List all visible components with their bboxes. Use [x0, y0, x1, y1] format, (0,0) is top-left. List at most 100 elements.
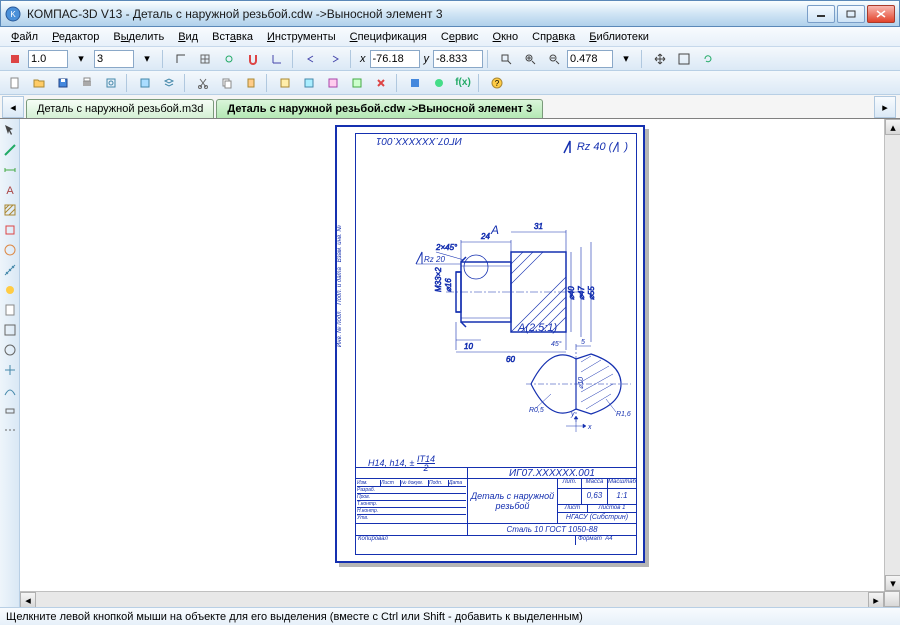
- new-icon[interactable]: [4, 73, 26, 93]
- menu-help[interactable]: Справка: [525, 29, 582, 45]
- param-icon[interactable]: [3, 243, 17, 257]
- dropdown-icon[interactable]: ▾: [615, 49, 637, 69]
- paste-icon[interactable]: [240, 73, 262, 93]
- props3-icon[interactable]: [322, 73, 344, 93]
- pan-icon[interactable]: [649, 49, 671, 69]
- menu-file[interactable]: Файл: [4, 29, 45, 45]
- step-input[interactable]: [94, 50, 134, 68]
- window-titlebar: K КОМПАС-3D V13 - Деталь с наружной резь…: [0, 0, 900, 27]
- dropdown-icon[interactable]: ▾: [136, 49, 158, 69]
- save-icon[interactable]: [52, 73, 74, 93]
- menu-tools[interactable]: Инструменты: [260, 29, 343, 45]
- tool4-icon[interactable]: [3, 383, 17, 397]
- status-text: Щелкните левой кнопкой мыши на объекте д…: [6, 611, 583, 623]
- tab-m3d[interactable]: Деталь с наружной резьбой.m3d: [26, 99, 214, 118]
- tab-scroll-right[interactable]: ▸: [874, 96, 896, 118]
- dropdown-icon[interactable]: ▾: [70, 49, 92, 69]
- edit-icon[interactable]: [3, 223, 17, 237]
- coord-x-label: x: [360, 53, 366, 65]
- drawing-canvas[interactable]: ИГ07.XXXXXX.001 Rz 40 (): [20, 119, 900, 607]
- zoom-fit-icon[interactable]: [673, 49, 695, 69]
- variables-icon[interactable]: f(x): [452, 73, 474, 93]
- svg-text:A: A: [6, 185, 14, 197]
- drawing-sheet: ИГ07.XXXXXX.001 Rz 40 (): [335, 125, 645, 563]
- cursor-icon[interactable]: [3, 123, 17, 137]
- preview-icon[interactable]: [100, 73, 122, 93]
- scrollbar-vertical[interactable]: ▴ ▾: [884, 119, 900, 591]
- zoom-input[interactable]: [28, 50, 68, 68]
- maximize-button[interactable]: [837, 5, 865, 23]
- scroll-corner: [884, 591, 900, 607]
- menu-libs[interactable]: Библиотеки: [582, 29, 656, 45]
- spec-icon[interactable]: [3, 303, 17, 317]
- menu-view[interactable]: Вид: [171, 29, 205, 45]
- layers-icon[interactable]: [158, 73, 180, 93]
- delete-icon[interactable]: [370, 73, 392, 93]
- tab-cdw[interactable]: Деталь с наружной резьбой.cdw ->Выносной…: [216, 99, 543, 118]
- svg-text:K: K: [10, 10, 16, 19]
- copy-icon[interactable]: [216, 73, 238, 93]
- tool1-icon[interactable]: [3, 323, 17, 337]
- title-block: ИГ07.XXXXXX.001 Изм.Лист№ докум.Подп.Дат…: [356, 478, 636, 554]
- redo-icon[interactable]: [324, 49, 346, 69]
- measure-icon[interactable]: [3, 263, 17, 277]
- undo-icon[interactable]: [300, 49, 322, 69]
- props-icon[interactable]: [274, 73, 296, 93]
- svg-text:x: x: [587, 424, 592, 431]
- tool3-icon[interactable]: [3, 363, 17, 377]
- svg-text:31: 31: [534, 222, 543, 231]
- props2-icon[interactable]: [298, 73, 320, 93]
- menu-service[interactable]: Сервис: [434, 29, 486, 45]
- tab-scroll-left[interactable]: ◂: [2, 96, 24, 118]
- open-icon[interactable]: [28, 73, 50, 93]
- zoom-in-icon[interactable]: [519, 49, 541, 69]
- tool5-icon[interactable]: [3, 403, 17, 417]
- tool2-icon[interactable]: [3, 343, 17, 357]
- snap-icon[interactable]: [218, 49, 240, 69]
- menu-spec[interactable]: Спецификация: [343, 29, 434, 45]
- view1-icon[interactable]: [404, 73, 426, 93]
- svg-text:⌀10: ⌀10: [578, 377, 585, 389]
- window-title: КОМПАС-3D V13 - Деталь с наружной резьбо…: [27, 7, 807, 21]
- zoom-window-icon[interactable]: [495, 49, 517, 69]
- menu-select[interactable]: Выделить: [106, 29, 171, 45]
- cut-icon[interactable]: [192, 73, 214, 93]
- zoom-out-icon[interactable]: [543, 49, 565, 69]
- hatch-icon[interactable]: [3, 203, 17, 217]
- menu-window[interactable]: Окно: [486, 29, 526, 45]
- refresh-icon[interactable]: [697, 49, 719, 69]
- toolbar-1: ▾ ▾ x y ▾: [0, 47, 900, 71]
- top-code-mirror: ИГ07.XXXXXX.001: [376, 135, 462, 146]
- stop-icon[interactable]: [4, 49, 26, 69]
- close-button[interactable]: [867, 5, 895, 23]
- svg-text:?: ?: [495, 79, 500, 88]
- detail-label: А(2,5:1): [518, 322, 557, 334]
- tool6-icon[interactable]: [3, 423, 17, 437]
- rz-main: Rz 40 (): [563, 140, 628, 154]
- minimize-button[interactable]: [807, 5, 835, 23]
- scale-input[interactable]: [567, 50, 613, 68]
- ortho-icon[interactable]: [170, 49, 192, 69]
- coord-y-input[interactable]: [433, 50, 483, 68]
- menu-insert[interactable]: Вставка: [205, 29, 260, 45]
- local-cs-icon[interactable]: [266, 49, 288, 69]
- svg-text:Rz 20: Rz 20: [424, 255, 445, 264]
- text-icon[interactable]: A: [3, 183, 17, 197]
- view2-icon[interactable]: [428, 73, 450, 93]
- coord-x-input[interactable]: [370, 50, 420, 68]
- grid-icon[interactable]: [194, 49, 216, 69]
- magnet-icon[interactable]: [242, 49, 264, 69]
- aux-icon[interactable]: [3, 283, 17, 297]
- svg-text:y: y: [570, 411, 575, 418]
- help-icon[interactable]: ?: [486, 73, 508, 93]
- section-icon[interactable]: [134, 73, 156, 93]
- print-icon[interactable]: [76, 73, 98, 93]
- svg-text:⌀55: ⌀55: [587, 286, 596, 300]
- line-icon[interactable]: [3, 143, 17, 157]
- menu-editor[interactable]: Редактор: [45, 29, 106, 45]
- svg-text:⌀40: ⌀40: [567, 286, 576, 300]
- scrollbar-horizontal[interactable]: ◂ ▸: [20, 591, 884, 607]
- dim-icon[interactable]: [3, 163, 17, 177]
- props4-icon[interactable]: [346, 73, 368, 93]
- svg-text:⌀16: ⌀16: [444, 278, 453, 292]
